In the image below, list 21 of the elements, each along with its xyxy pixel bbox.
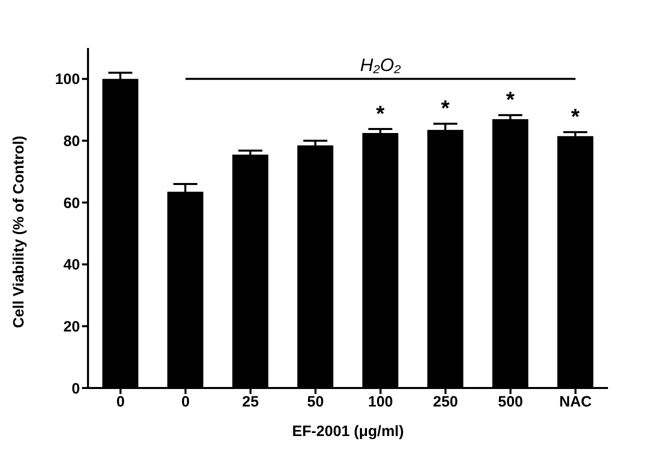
x-tick-label: 250	[432, 394, 458, 411]
y-axis-title: Cell Viability (% of Control)	[10, 136, 28, 328]
data-label: *	[376, 100, 386, 126]
data-label: *	[441, 96, 450, 121]
x-tick-label: NAC	[559, 394, 592, 411]
x-tick-label: 0	[181, 394, 190, 411]
y-tick-label: 40	[63, 256, 80, 274]
y-tick-label: 100	[54, 71, 80, 88]
y-tick-label: 20	[63, 318, 80, 336]
x-tick-label: 50	[307, 394, 324, 411]
x-tick-label: 0	[116, 394, 125, 411]
y-tick-label: 0	[72, 380, 80, 398]
y-tick-label: 60	[63, 194, 80, 212]
x-tick-label: 25	[242, 394, 259, 411]
ref-line-label: H₂O₂	[360, 54, 401, 75]
x-tick-label: 500	[498, 394, 524, 411]
y-tick-label: 80	[63, 133, 80, 150]
data-label: *	[571, 104, 580, 130]
x-axis-title: EF-2001 (μg/ml)	[292, 423, 404, 440]
data-label: *	[506, 87, 516, 112]
x-tick-label: 100	[368, 394, 394, 411]
